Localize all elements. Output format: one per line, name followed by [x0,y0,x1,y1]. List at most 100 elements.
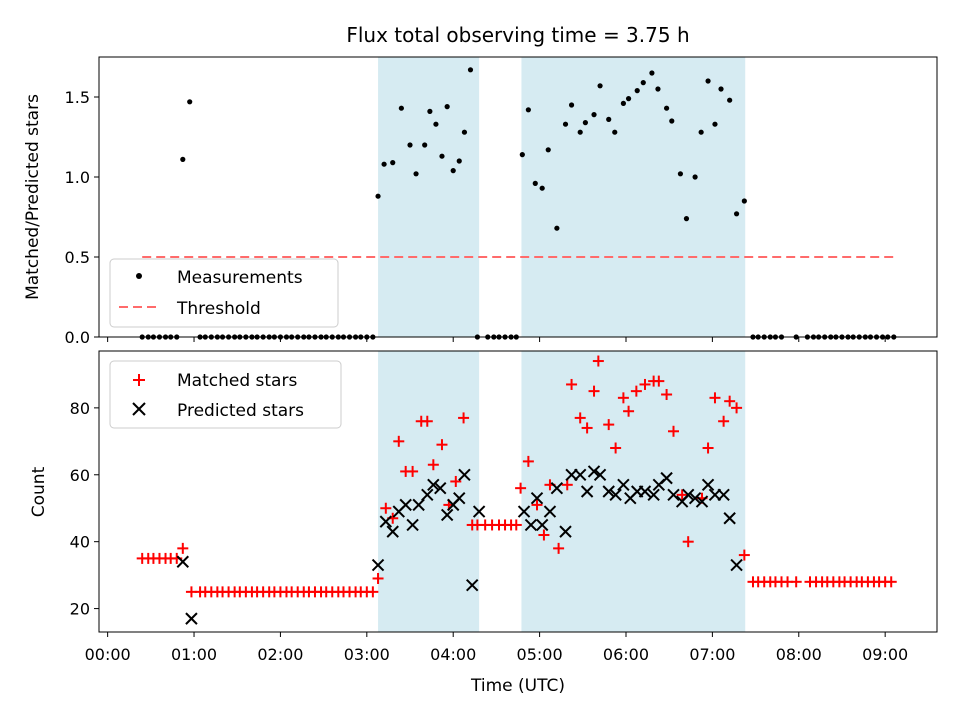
measurement-point [640,80,646,86]
measurement-point [381,161,387,167]
bottom-shaded-intervals [378,351,746,632]
bottom-y-tick-label: 20 [70,600,90,619]
predicted-star-point [602,485,615,498]
predicted-star-point [453,491,466,505]
shaded-interval-bottom-0 [378,351,480,632]
predicted-star-point [434,481,447,495]
top-panel: 0.0 0.5 1.0 1.5 Matched/Predicted stars Mea… [23,56,938,347]
measurement-point [545,147,551,153]
predicted-star-point [530,491,544,505]
predicted-star-point [609,488,622,502]
predicted-star-point [701,478,715,492]
measurement-point [450,168,456,174]
shaded-interval-bottom-1 [521,351,746,632]
bottom-legend-box [109,360,342,429]
x-tick-label: 03:00 [344,645,390,664]
predicted-star-point [399,498,412,512]
legend-threshold-label: Threshold [176,299,261,319]
predicted-star-point [559,525,572,538]
measurement-point [187,99,193,105]
x-tick-label: 06:00 [603,645,649,664]
top-shaded-intervals [378,57,746,337]
top-y-tick-label: 1.0 [65,168,90,187]
measurement-point [180,156,186,162]
matched-star-point [718,415,730,427]
shaded-interval-top-0 [378,57,480,337]
bottom-y-tick-label: 60 [70,466,90,485]
measurement-point [741,198,747,204]
measurement-point [625,96,632,102]
top-x-ticks [107,337,886,342]
matched-star-point [436,439,448,451]
top-legend-box [109,258,339,328]
measurement-point [727,97,733,103]
measurement-point [606,116,612,122]
predicted-stars-points [176,465,743,625]
measurement-point [620,100,626,106]
legend-matched-marker [133,374,145,386]
measurement-point [413,171,419,177]
matched-star-point [553,542,565,554]
predicted-star-point [379,515,393,528]
measurement-point [554,225,560,231]
predicted-star-point [421,488,434,502]
x-tick-label: 07:00 [689,645,735,664]
predicted-star-point [524,518,538,532]
predicted-star-point [427,478,440,492]
measurement-point [568,102,575,108]
chart-title: Flux total observing time = 3.75 h [346,23,689,47]
predicted-star-point [550,481,564,495]
measurement-point [649,70,655,76]
matched-star-point [421,415,433,427]
predicted-star-point [717,488,730,502]
predicted-star-point [587,465,601,478]
measurement-point [444,104,450,110]
matched-star-point [522,455,534,467]
matched-star-point [623,405,635,417]
measurement-point [669,118,675,124]
matched-star-point [790,576,802,588]
predicted-star-point [466,578,479,592]
predicted-star-point [458,468,471,481]
matched-star-point [581,422,593,434]
predicted-star-point [371,558,385,572]
matched-star-point [653,375,665,387]
measurement-point [705,78,711,84]
matched-star-point [731,402,743,414]
bottom-plot-frame [98,350,938,633]
measurement-point [525,107,531,113]
bottom-y-tick-label: 40 [70,533,90,552]
measurement-point [539,185,545,191]
x-tick-label: 02:00 [257,645,303,664]
predicted-star-point [667,488,680,502]
measurement-point [398,105,404,111]
predicted-star-point [573,468,587,481]
measurement-point [433,121,439,127]
predicted-star-point [386,525,399,538]
predicted-star-point [730,558,743,572]
measurement-point [698,129,704,135]
matched-star-point [515,482,527,494]
matched-star-point [393,435,405,447]
top-y-tick-label: 1.5 [65,88,90,107]
top-y-tick-label: 0.0 [65,328,90,347]
matched-star-point [458,412,470,424]
measurement-point [677,171,684,177]
matched-star-point [676,489,688,501]
measurement-point [456,158,462,164]
matched-star-point [588,385,600,397]
predicted-star-point [543,505,557,518]
measurement-point [461,129,468,135]
measurement-point [467,67,474,73]
matched-star-point [610,442,622,454]
predicted-star-point [176,555,190,568]
matched-star-point [574,412,586,424]
x-tick-label: 08:00 [776,645,822,664]
measurement-point [439,153,445,159]
predicted-star-point [617,478,630,492]
predicted-star-point [723,512,736,525]
matched-stars-points [136,355,897,598]
x-tick-label: 00:00 [85,645,131,664]
predicted-star-point [593,468,607,481]
